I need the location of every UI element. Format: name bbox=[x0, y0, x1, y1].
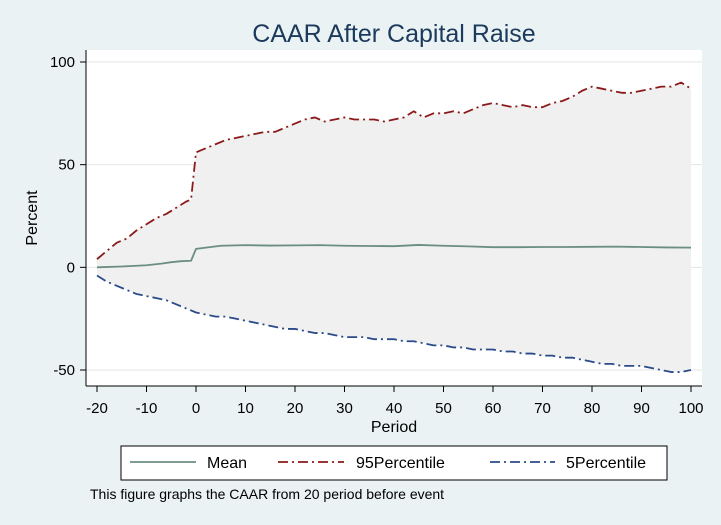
legend-label-mean: Mean bbox=[207, 455, 247, 472]
y-ticks: -50 0 50 100 bbox=[50, 54, 86, 379]
x-tick-label: 30 bbox=[336, 400, 353, 417]
chart-title: CAAR After Capital Raise bbox=[252, 20, 535, 48]
x-tick-label: -10 bbox=[136, 400, 158, 417]
figure-note: This figure graphs the CAAR from 20 peri… bbox=[90, 486, 445, 502]
x-axis-label: Period bbox=[371, 419, 417, 436]
series-line-mean bbox=[96, 244, 692, 269]
series-line-95percentile bbox=[96, 81, 692, 260]
x-tick-label: 40 bbox=[386, 400, 403, 417]
x-tick-label: 20 bbox=[287, 400, 304, 417]
y-tick-label: -50 bbox=[53, 362, 75, 379]
x-tick-label: 60 bbox=[485, 400, 502, 417]
x-tick-label: 70 bbox=[534, 400, 551, 417]
legend-label-95percentile: 95Percentile bbox=[356, 455, 445, 472]
y-axis-label: Percent bbox=[24, 190, 41, 246]
y-tick-label: 0 bbox=[67, 259, 75, 276]
series-line-5percentile bbox=[96, 274, 692, 373]
percentile-band bbox=[97, 82, 691, 373]
x-tick-label: 100 bbox=[678, 400, 703, 417]
y-tick-label: 50 bbox=[58, 157, 75, 174]
x-tick-label: 50 bbox=[435, 400, 452, 417]
legend-label-5percentile: 5Percentile bbox=[566, 455, 646, 472]
x-tick-label: 0 bbox=[192, 400, 200, 417]
y-tick-label: 100 bbox=[50, 54, 75, 71]
x-tick-label: 90 bbox=[633, 400, 650, 417]
x-ticks: -20 -10 0 10 20 30 40 50 60 70 80 90 100 bbox=[86, 386, 704, 417]
legend: Mean 95Percentile 5Percentile bbox=[120, 445, 668, 481]
series-lines bbox=[96, 81, 692, 373]
x-tick-label: 80 bbox=[584, 400, 601, 417]
legend-box bbox=[120, 445, 668, 481]
x-tick-label: -20 bbox=[86, 400, 108, 417]
x-tick-label: 10 bbox=[237, 400, 254, 417]
